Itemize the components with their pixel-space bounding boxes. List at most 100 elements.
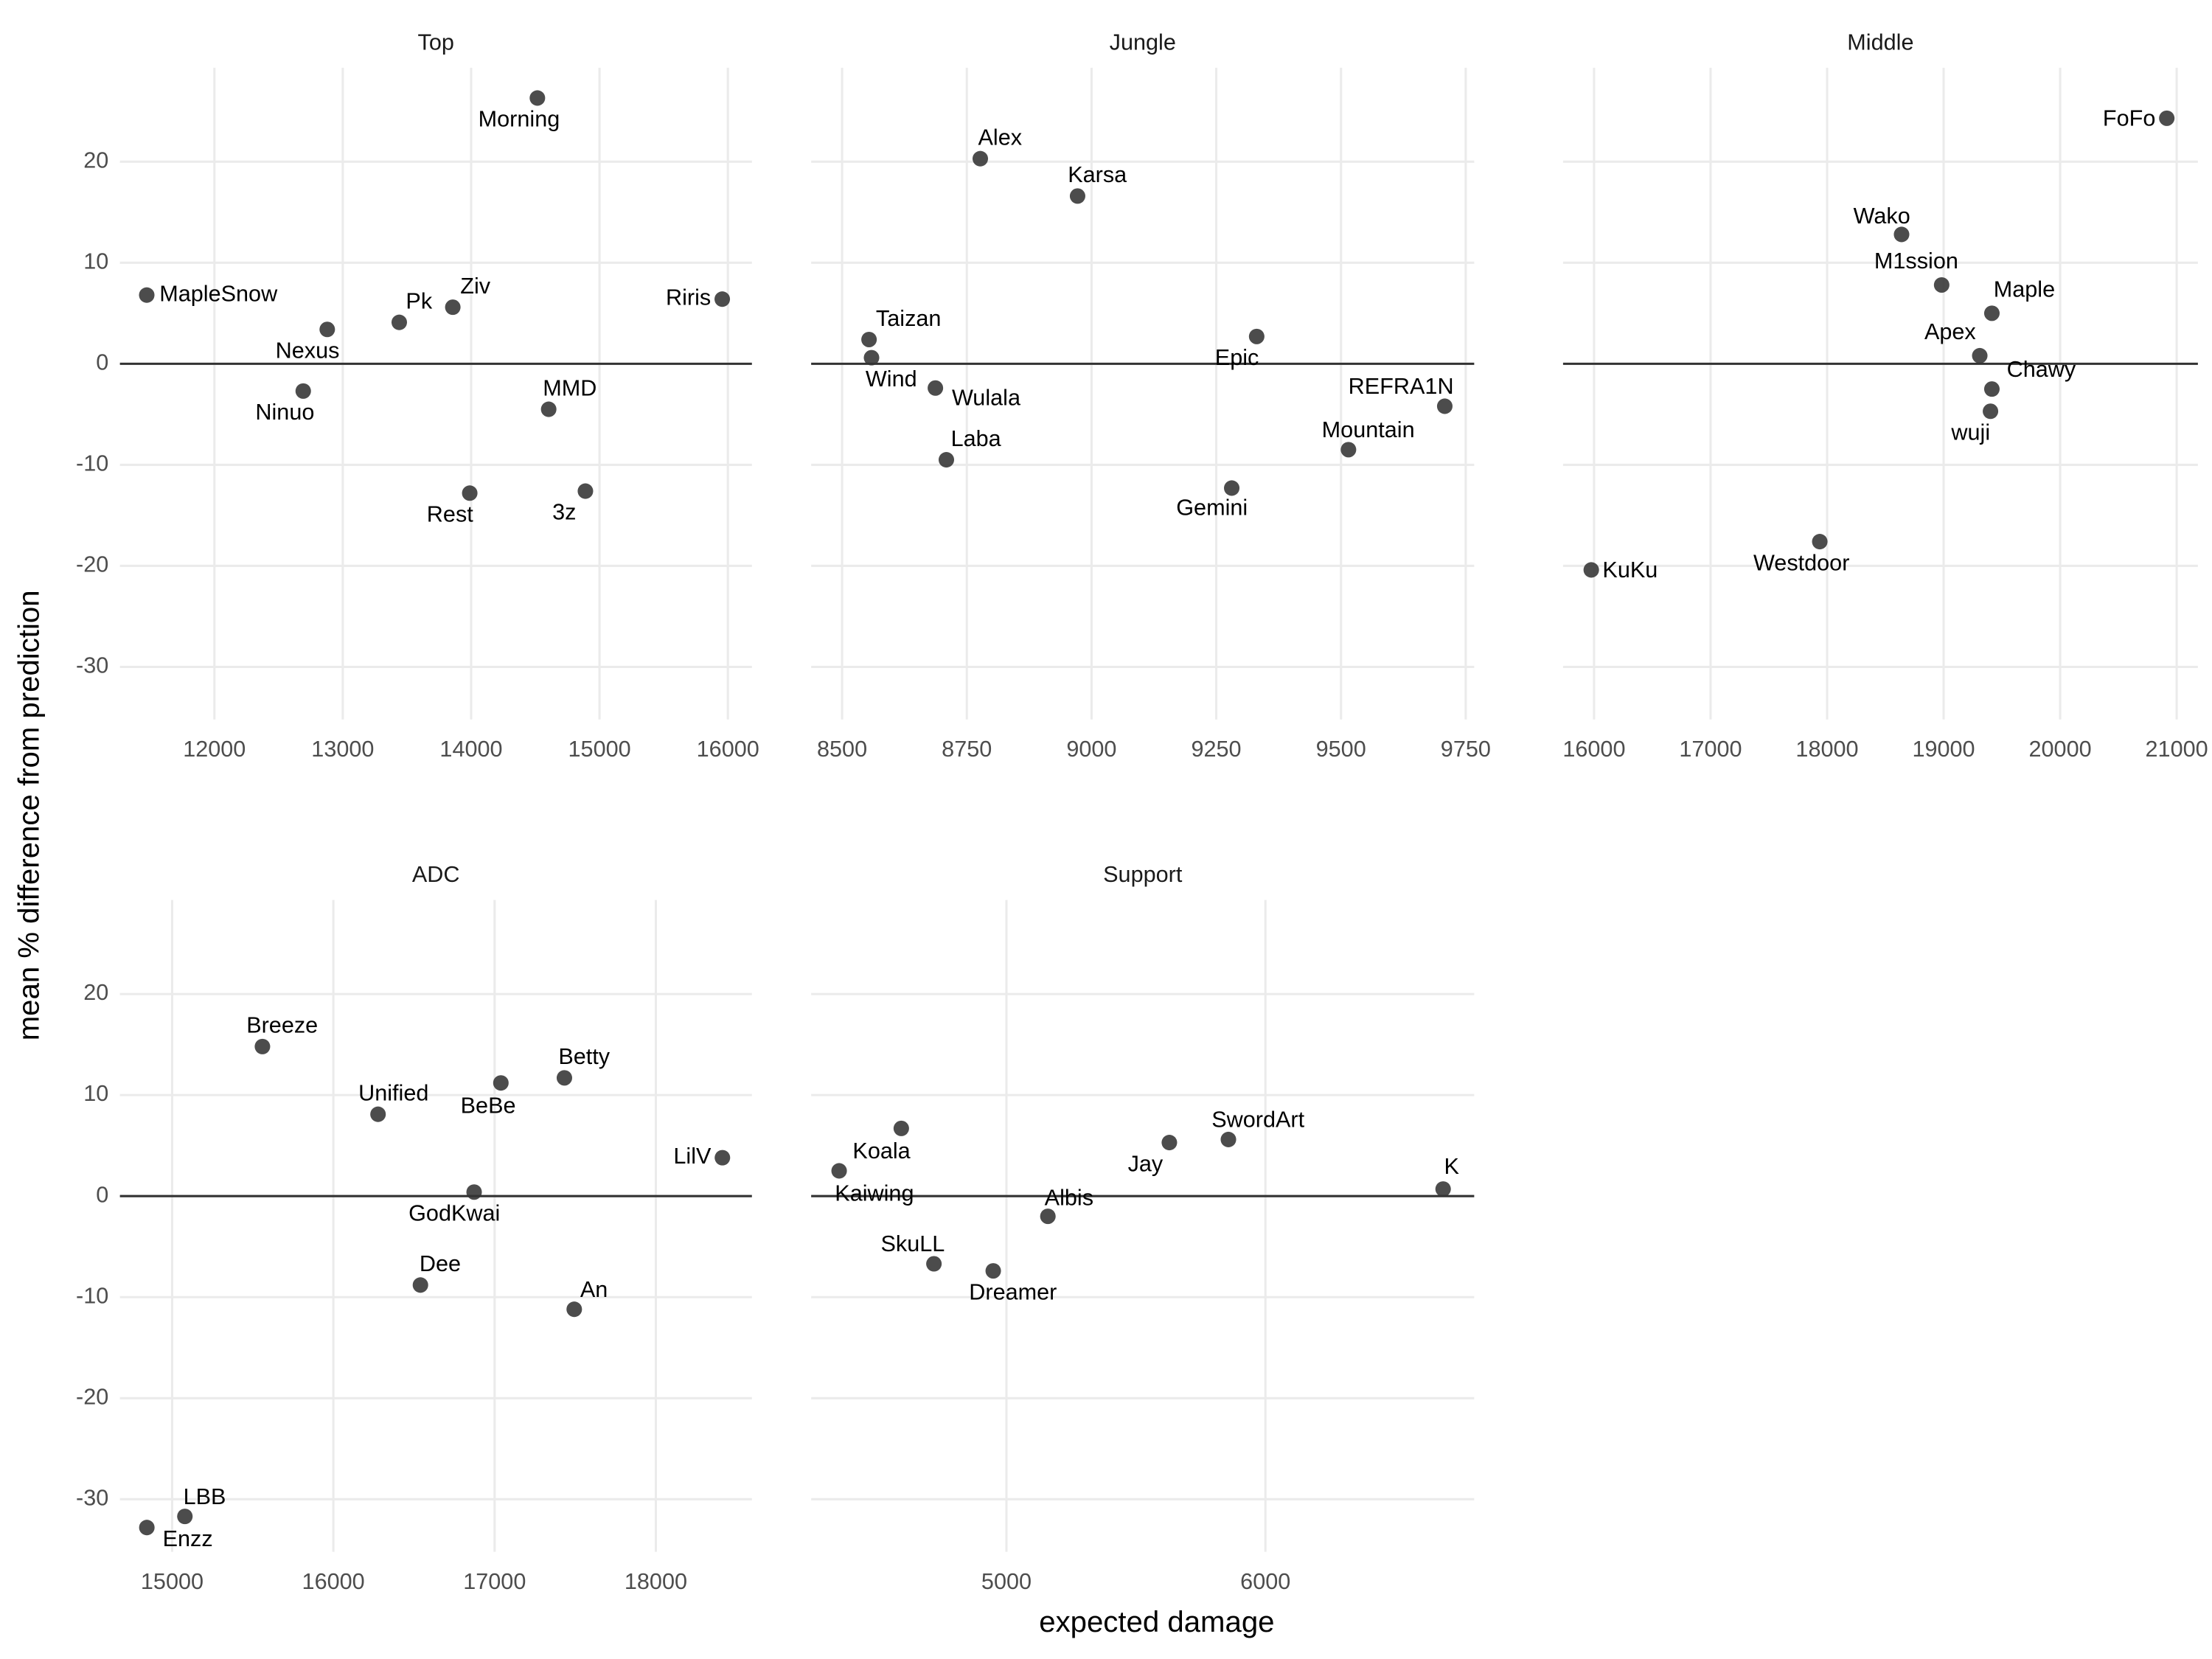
point-label: Wind — [866, 366, 917, 392]
x-tick-label: 15000 — [141, 1569, 204, 1594]
y-axis-title: mean % difference from prediction — [13, 590, 46, 1040]
data-point — [1812, 534, 1828, 550]
point-label: Rest — [427, 501, 473, 526]
data-point — [295, 383, 311, 399]
data-point — [466, 1184, 482, 1200]
point-label: Westdoor — [1753, 550, 1849, 575]
y-tick-label: -30 — [76, 653, 108, 678]
x-tick-label: 16000 — [697, 737, 759, 762]
data-point — [1069, 188, 1085, 204]
x-tick-label: 9250 — [1191, 737, 1241, 762]
point-label: Wulala — [952, 386, 1021, 411]
facet-title: Middle — [1847, 29, 1913, 55]
data-point — [1220, 1131, 1237, 1147]
point-label: Chawy — [2007, 357, 2076, 382]
x-axis-title: expected damage — [1039, 1605, 1274, 1638]
data-point — [1983, 403, 1999, 420]
data-point — [1340, 442, 1357, 458]
data-point — [391, 314, 408, 330]
y-tick-label: 0 — [96, 349, 108, 375]
data-point — [462, 485, 478, 501]
point-label: SkuLL — [881, 1231, 945, 1256]
data-point — [493, 1075, 509, 1091]
data-point — [1223, 480, 1240, 496]
point-label: Apex — [1924, 319, 1976, 344]
data-point — [938, 452, 955, 468]
point-label: FoFo — [2103, 105, 2155, 131]
data-point — [139, 1520, 155, 1536]
y-tick-label: 10 — [83, 1081, 108, 1106]
data-point — [985, 1263, 1001, 1279]
point-label: Koala — [852, 1138, 911, 1164]
x-tick-label: 17000 — [463, 1569, 526, 1594]
point-label: Epic — [1215, 345, 1259, 370]
data-point — [1161, 1135, 1178, 1151]
data-point — [863, 349, 880, 366]
x-tick-label: 9500 — [1316, 737, 1366, 762]
point-label: Morning — [479, 107, 560, 132]
point-label: Albis — [1045, 1186, 1093, 1211]
y-tick-label: -10 — [76, 451, 108, 476]
x-tick-label: 21000 — [2146, 737, 2208, 762]
point-label: Kaiwing — [835, 1181, 914, 1206]
point-label: Dreamer — [969, 1279, 1057, 1304]
y-tick-label: -20 — [76, 552, 108, 577]
data-point — [1893, 226, 1910, 243]
point-label: BeBe — [461, 1093, 516, 1118]
data-point — [540, 401, 557, 417]
data-point — [139, 287, 155, 303]
x-tick-label: 12000 — [183, 737, 246, 762]
x-tick-label: 13000 — [311, 737, 374, 762]
point-label: Dee — [420, 1251, 461, 1276]
point-label: Taizan — [876, 306, 941, 331]
data-point — [445, 299, 461, 316]
x-tick-label: 8500 — [817, 737, 867, 762]
x-tick-label: 18000 — [625, 1569, 687, 1594]
x-tick-label: 18000 — [1795, 737, 1858, 762]
facet-title: Support — [1103, 862, 1183, 887]
point-label: wuji — [1950, 420, 1990, 445]
x-tick-label: 6000 — [1240, 1569, 1290, 1594]
data-point — [319, 321, 335, 338]
point-label: M1ssion — [1874, 248, 1958, 274]
x-tick-label: 16000 — [302, 1569, 365, 1594]
y-tick-label: 10 — [83, 248, 108, 274]
data-point — [556, 1070, 572, 1086]
point-label: KuKu — [1602, 557, 1658, 582]
data-point — [577, 483, 594, 499]
point-label: Laba — [951, 426, 1002, 451]
point-label: Ziv — [460, 274, 490, 299]
x-tick-label: 9750 — [1441, 737, 1491, 762]
data-point — [1040, 1208, 1056, 1225]
data-point — [1933, 276, 1950, 293]
point-label: Enzz — [163, 1526, 213, 1551]
point-label: SwordArt — [1211, 1107, 1304, 1133]
data-point — [1983, 305, 2000, 321]
facet-title: Top — [418, 29, 454, 55]
point-label: Mountain — [1322, 417, 1415, 442]
point-label: Maple — [1994, 276, 2055, 302]
data-point — [370, 1106, 386, 1122]
data-point — [412, 1277, 428, 1293]
x-tick-label: 8750 — [942, 737, 992, 762]
x-tick-label: 19000 — [1912, 737, 1975, 762]
point-label: Jay — [1128, 1151, 1164, 1176]
data-point — [972, 150, 989, 167]
x-tick-label: 15000 — [568, 737, 631, 762]
x-tick-label: 5000 — [981, 1569, 1032, 1594]
data-point — [831, 1163, 847, 1179]
point-label: REFRA1N — [1349, 374, 1454, 399]
point-label: Nexus — [276, 338, 340, 363]
data-point — [714, 291, 731, 307]
data-point — [928, 380, 944, 396]
point-label: Betty — [558, 1044, 610, 1069]
point-label: Unified — [358, 1081, 428, 1106]
point-label: LBB — [184, 1484, 226, 1509]
point-label: Wako — [1854, 204, 1910, 229]
facet-title: Jungle — [1110, 29, 1176, 55]
y-tick-label: -30 — [76, 1485, 108, 1510]
data-point — [254, 1038, 271, 1054]
y-tick-label: -10 — [76, 1283, 108, 1308]
data-point — [2159, 110, 2175, 126]
